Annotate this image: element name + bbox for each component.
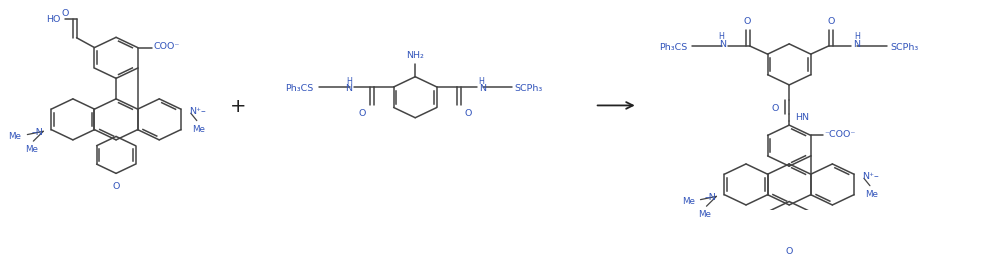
- Text: N⁺–: N⁺–: [189, 107, 206, 116]
- Text: N⁺–: N⁺–: [862, 172, 879, 181]
- Text: HN: HN: [795, 112, 809, 121]
- Text: N: N: [345, 84, 352, 93]
- Text: Me: Me: [698, 210, 711, 219]
- Text: N: N: [719, 40, 726, 49]
- Text: O: O: [465, 109, 472, 118]
- Text: Me: Me: [192, 124, 205, 133]
- Text: O: O: [61, 9, 69, 18]
- Text: O: O: [112, 181, 120, 190]
- Text: H: H: [479, 76, 485, 85]
- Text: ⁻COO⁻: ⁻COO⁻: [825, 130, 856, 139]
- Text: H: H: [855, 32, 861, 41]
- Text: –N: –N: [32, 127, 43, 136]
- Text: Me: Me: [865, 189, 878, 198]
- Text: O: O: [827, 17, 834, 26]
- Text: HO: HO: [46, 15, 61, 24]
- Text: N: N: [479, 84, 486, 93]
- Text: H: H: [718, 32, 724, 41]
- Text: Me: Me: [25, 145, 38, 154]
- Text: O: O: [744, 17, 751, 26]
- Text: NH₂: NH₂: [406, 51, 424, 59]
- Text: SCPh₃: SCPh₃: [515, 84, 543, 93]
- Text: O: O: [786, 246, 793, 254]
- Text: Me: Me: [9, 131, 21, 140]
- Text: +: +: [229, 97, 246, 116]
- Text: Ph₃CS: Ph₃CS: [286, 84, 314, 93]
- Text: COO⁻: COO⁻: [154, 42, 180, 51]
- Text: O: O: [772, 103, 779, 112]
- Text: O: O: [358, 109, 366, 118]
- Text: SCPh₃: SCPh₃: [891, 43, 919, 52]
- Text: H: H: [346, 76, 352, 85]
- Text: Ph₃CS: Ph₃CS: [660, 43, 688, 52]
- Text: N: N: [853, 40, 860, 49]
- Text: Me: Me: [682, 196, 695, 205]
- Text: –N: –N: [705, 192, 716, 201]
